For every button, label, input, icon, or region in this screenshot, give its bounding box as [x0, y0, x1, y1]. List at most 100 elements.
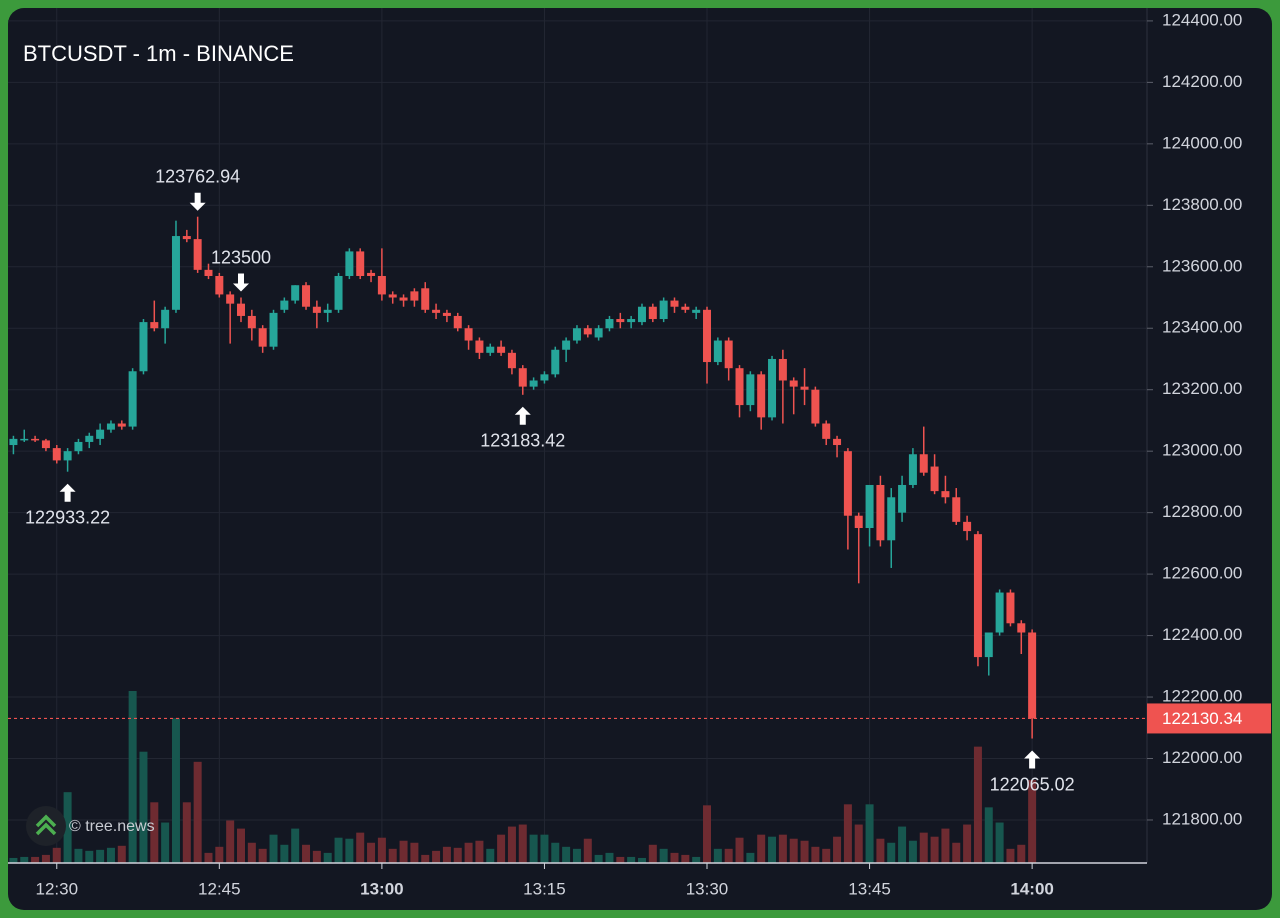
volume-bar — [215, 846, 224, 863]
volume-bar — [811, 846, 820, 863]
volume-bar — [616, 856, 625, 863]
volume-bar — [442, 846, 451, 863]
volume-bar — [789, 838, 798, 863]
volume-bar — [833, 836, 842, 863]
volume-bar — [995, 822, 1004, 863]
candle-body — [117, 423, 126, 427]
candle-body — [627, 319, 636, 323]
x-tick-label: 13:00 — [360, 879, 403, 898]
candle-body — [1006, 592, 1015, 624]
x-tick-label: 14:00 — [1010, 879, 1053, 898]
volume-bar — [432, 850, 441, 863]
volume-bar — [63, 792, 72, 863]
candle-body — [746, 374, 755, 406]
volume-bar — [583, 838, 592, 863]
x-tick-label: 12:45 — [198, 879, 241, 898]
candle-body — [973, 534, 982, 658]
candle-body — [572, 328, 581, 341]
volume-bar — [757, 834, 766, 863]
candle-body — [768, 358, 777, 418]
volume-bar — [52, 847, 61, 863]
volume-bar — [973, 746, 982, 863]
volume-bar — [280, 844, 289, 863]
volume-bar — [9, 857, 18, 863]
candle-body — [388, 294, 397, 298]
y-tick-label: 123800.00 — [1162, 195, 1242, 214]
candle-body — [735, 368, 744, 406]
annotation-label: 123183.42 — [480, 431, 565, 451]
candle-body — [681, 306, 690, 310]
candle-body — [237, 303, 246, 316]
candle-body — [9, 438, 18, 446]
volume-bar — [681, 854, 690, 863]
candle-body — [898, 484, 907, 513]
candle-body — [887, 497, 896, 541]
volume-bar — [1028, 780, 1037, 863]
volume-bar — [692, 856, 701, 863]
annotation-arrow — [233, 273, 250, 292]
volume-bar — [464, 842, 473, 863]
candle-body — [367, 272, 376, 276]
annotation-label: 123500 — [211, 247, 271, 267]
volume-bar — [1006, 848, 1015, 863]
y-tick-label: 123000.00 — [1162, 441, 1242, 460]
x-tick-label: 13:45 — [848, 879, 891, 898]
volume-bar — [768, 836, 777, 863]
volume-bar — [551, 842, 560, 863]
volume-bar — [724, 848, 733, 863]
annotation-arrow — [59, 483, 76, 502]
candle-body — [96, 429, 105, 439]
candle-body — [226, 294, 235, 304]
volume-bar — [323, 852, 332, 863]
candle-body — [345, 251, 354, 276]
volume-bar — [377, 837, 386, 863]
last-price-label: 122130.34 — [1162, 709, 1242, 728]
candle-body — [659, 300, 668, 320]
volume-bar — [258, 848, 267, 863]
volume-bar — [367, 842, 376, 863]
candle-body — [1017, 623, 1026, 633]
annotation-arrow — [1024, 750, 1041, 769]
candle-body — [865, 484, 874, 529]
candle-body — [193, 239, 202, 270]
volume-bar — [20, 856, 29, 863]
volume-bar — [96, 849, 105, 863]
volume-bar — [475, 840, 484, 863]
volume-bar — [139, 751, 148, 863]
volume-bar — [887, 842, 896, 863]
volume-bar — [128, 691, 137, 863]
candle-body — [908, 454, 917, 485]
volume-bar — [269, 834, 278, 863]
candle-body — [876, 484, 885, 541]
x-tick-label: 13:30 — [686, 879, 729, 898]
candle-body — [312, 306, 321, 313]
volume-bar — [540, 834, 549, 863]
candle-body — [833, 438, 842, 446]
panel — [8, 8, 1272, 910]
candle-body — [789, 380, 798, 387]
volume-bar — [735, 837, 744, 863]
volume-bar — [648, 844, 657, 863]
candle-body — [150, 322, 159, 329]
candle-body — [963, 521, 972, 532]
y-tick-label: 124400.00 — [1162, 10, 1242, 29]
candle-body — [453, 315, 462, 329]
candle-body — [377, 275, 386, 295]
candle-body — [583, 328, 592, 335]
volume-bar — [247, 842, 256, 863]
candle-body — [692, 309, 701, 313]
volume-bar — [605, 852, 614, 863]
y-tick-label: 123400.00 — [1162, 318, 1242, 337]
candle-body — [31, 438, 40, 441]
volume-bar — [150, 802, 159, 863]
volume-bar — [746, 852, 755, 863]
volume-bar — [659, 848, 668, 863]
candle-body — [919, 454, 928, 473]
y-tick-label: 122800.00 — [1162, 502, 1242, 521]
volume-bar — [117, 845, 126, 863]
candle-body — [594, 328, 603, 338]
candle-layer — [9, 216, 1037, 739]
volume-bar — [41, 854, 50, 863]
overlay-layer: BTCUSDT - 1m - BINANCE © tree.news 12180… — [8, 8, 1271, 898]
